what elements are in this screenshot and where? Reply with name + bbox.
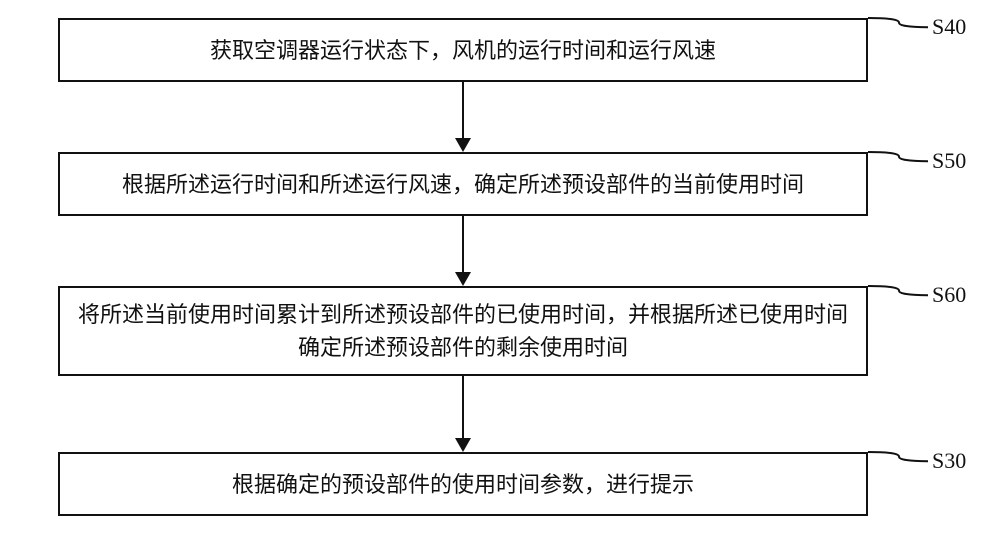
step-label-s50: S50 bbox=[932, 148, 966, 174]
arrow-2 bbox=[453, 216, 473, 288]
step-label-s60: S60 bbox=[932, 282, 966, 308]
step-label-s40: S40 bbox=[932, 14, 966, 40]
label-curve-3 bbox=[868, 281, 930, 321]
step-box-s60: 将所述当前使用时间累计到所述预设部件的已使用时间，并根据所述已使用时间确定所述预… bbox=[58, 286, 868, 376]
step-text: 根据确定的预设部件的使用时间参数，进行提示 bbox=[232, 468, 694, 501]
flowchart-canvas: 获取空调器运行状态下，风机的运行时间和运行风速 S40 根据所述运行时间和所述运… bbox=[0, 0, 1000, 545]
step-box-s40: 获取空调器运行状态下，风机的运行时间和运行风速 bbox=[58, 18, 868, 82]
step-box-s50: 根据所述运行时间和所述运行风速，确定所述预设部件的当前使用时间 bbox=[58, 152, 868, 216]
step-text: 将所述当前使用时间累计到所述预设部件的已使用时间，并根据所述已使用时间确定所述预… bbox=[70, 298, 856, 364]
label-curve-4 bbox=[868, 447, 930, 487]
step-box-s30: 根据确定的预设部件的使用时间参数，进行提示 bbox=[58, 452, 868, 516]
step-label-s30: S30 bbox=[932, 448, 966, 474]
step-text: 根据所述运行时间和所述运行风速，确定所述预设部件的当前使用时间 bbox=[122, 168, 804, 201]
label-curve-2 bbox=[868, 147, 930, 187]
arrow-1 bbox=[453, 82, 473, 154]
arrow-3 bbox=[453, 376, 473, 454]
step-text: 获取空调器运行状态下，风机的运行时间和运行风速 bbox=[210, 34, 716, 67]
label-curve-1 bbox=[868, 13, 930, 53]
